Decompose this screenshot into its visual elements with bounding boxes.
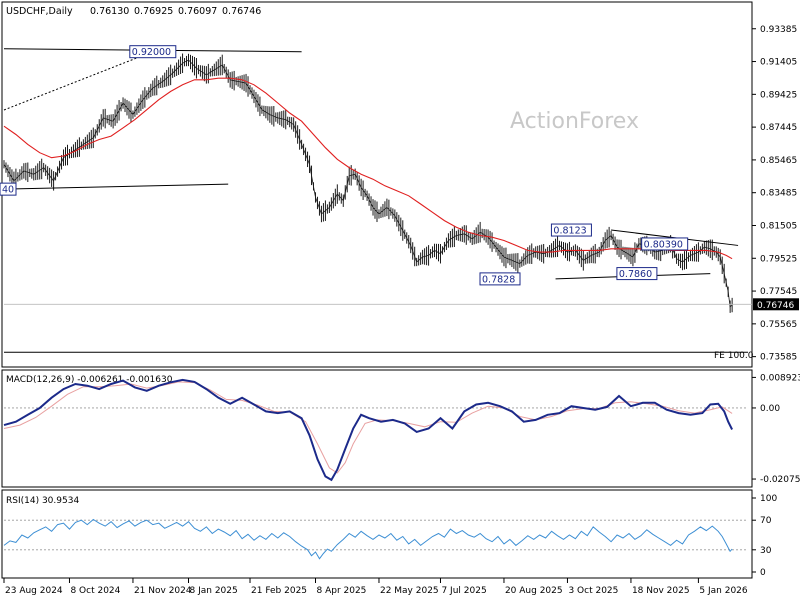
- x-tick-label: 21 Nov 2024: [134, 586, 192, 596]
- macd-signal-line: [3, 381, 733, 474]
- price-series: [3, 53, 733, 313]
- x-tick-label: 7 Jul 2025: [441, 586, 486, 596]
- rsi-y-axis: 100 70 30 0: [752, 494, 777, 578]
- x-tick-label: 18 Nov 2025: [632, 586, 690, 596]
- level-label-box: [0, 182, 17, 196]
- x-tick-label: 23 Aug 2024: [5, 586, 63, 596]
- macd-pane-frame: [1, 369, 753, 488]
- level-labels: 0.92000 0.8123 0.80390 0.7828 0.7860 40: [0, 45, 689, 286]
- price-y-tick-label: 0.83485: [760, 189, 797, 199]
- ohlc-open: 0.76130: [90, 6, 129, 17]
- price-pane: ActionForex 0.93385 0.91405 0.89425 0.87445…: [0, 1, 799, 368]
- symbol-header: USDCHF,Daily: [6, 6, 73, 17]
- level-label-box: [479, 272, 521, 286]
- ohlc-close: 0.76746: [222, 6, 261, 17]
- rsi-title: RSI(14) 30.9534: [6, 496, 79, 506]
- level-label: 0.80390: [644, 239, 683, 250]
- macd-title: MACD(12,26,9) -0.006261 -0.001630: [6, 375, 173, 385]
- macd-pane: MACD(12,26,9) -0.006261 -0.001630 0.0089…: [1, 369, 800, 488]
- x-tick-label: 8 Jan 2025: [190, 586, 238, 596]
- price-y-tick-label: 0.91405: [760, 58, 797, 68]
- x-tick-label: 3 Oct 2025: [568, 586, 618, 596]
- price-y-tick-label: 0.87445: [760, 123, 797, 133]
- rsi-pane: RSI(14) 30.9534 100 70 30 0: [1, 489, 777, 579]
- rsi-y-tick-label: 70: [760, 516, 772, 526]
- level-label-box: [641, 237, 689, 251]
- price-y-tick-label: 0.75565: [760, 320, 797, 330]
- level-label: 40: [2, 185, 14, 196]
- trendline: [3, 51, 153, 111]
- chart-header: USDCHF,Daily 0.76130 0.76925 0.76097 0.7…: [6, 6, 261, 17]
- price-y-tick-label: 0.81505: [760, 221, 797, 231]
- price-line: [3, 59, 733, 308]
- moving-average-line: [3, 77, 733, 260]
- rsi-y-tick-label: 30: [760, 546, 772, 556]
- macd-y-tick-label: 0.00: [760, 404, 780, 414]
- price-y-tick-label: 0.89425: [760, 90, 797, 100]
- macd-series: [3, 378, 748, 482]
- watermark: ActionForex: [510, 109, 639, 134]
- price-y-tick-label: 0.73585: [760, 353, 797, 363]
- ohlc-high: 0.76925: [134, 6, 173, 17]
- price-y-axis: 0.93385 0.91405 0.89425 0.87445 0.85465 0.834…: [752, 25, 797, 363]
- price-y-tick-label: 0.93385: [760, 25, 797, 35]
- x-tick-label: 22 May 2025: [380, 586, 439, 596]
- current-price-box: [753, 298, 799, 311]
- rsi-y-tick-label: 0: [760, 568, 766, 578]
- rsi-y-tick-label: 100: [760, 494, 777, 504]
- macd-y-tick-label: 0.008923: [760, 373, 800, 383]
- price-y-tick-label: 0.85465: [760, 156, 797, 166]
- macd-y-axis: 0.008923 0.00 -0.020759: [752, 373, 800, 485]
- rsi-pane-frame: [1, 489, 753, 579]
- x-tick-label: 8 Oct 2024: [70, 586, 120, 596]
- price-y-tick-label: 0.77545: [760, 287, 797, 297]
- x-tick-label: 21 Feb 2025: [251, 586, 307, 596]
- level-label: 0.92000: [132, 47, 171, 58]
- level-label-box: [550, 223, 592, 237]
- trendline: [3, 183, 229, 190]
- level-label-box: [129, 45, 177, 59]
- fe-label: FE 100.0: [714, 351, 754, 361]
- macd-line: [3, 378, 733, 482]
- x-tick-label: 8 Apr 2025: [316, 586, 366, 596]
- rsi-line: [3, 518, 733, 560]
- current-price-label: 0.76746: [757, 301, 794, 311]
- x-tick-label: 20 Aug 2025: [505, 586, 563, 596]
- level-label: 0.7860: [619, 269, 652, 280]
- ohlc-low: 0.76097: [178, 6, 217, 17]
- x-tick-label: 5 Jan 2026: [699, 586, 747, 596]
- macd-y-tick-label: -0.020759: [760, 475, 800, 485]
- current-price-marker: 0.76746: [753, 298, 799, 311]
- level-label-box: [616, 267, 658, 281]
- level-label: 0.7828: [482, 274, 515, 285]
- rsi-series: [3, 518, 748, 560]
- price-y-tick-label: 0.79525: [760, 254, 797, 264]
- level-label: 0.8123: [553, 226, 586, 237]
